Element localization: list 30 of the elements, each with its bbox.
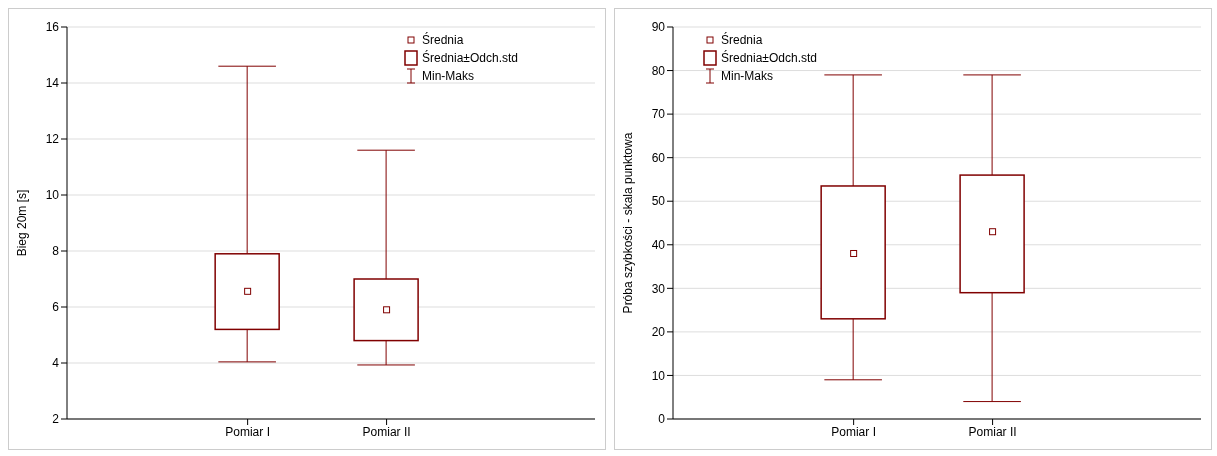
x-tick-label: Pomiar I <box>225 424 270 439</box>
y-tick-label: 50 <box>651 194 666 209</box>
y-tick-label: 30 <box>651 281 666 296</box>
y-tick-label: 0 <box>658 412 666 427</box>
y-tick-label: 60 <box>651 150 666 165</box>
y-tick-label: 80 <box>651 63 666 78</box>
x-tick-label: Pomiar I <box>831 424 876 439</box>
y-tick-label: 14 <box>45 76 60 91</box>
y-tick-label: 8 <box>52 244 60 259</box>
y-axis-title: Próba szybkości - skala punktowa <box>621 132 636 314</box>
text: Min-Maks <box>721 68 774 85</box>
y-tick-label: 2 <box>52 412 60 427</box>
annotation: Średnia±Odch.std <box>721 49 817 67</box>
y-tick-label: 90 <box>651 20 666 35</box>
y-tick-label: 40 <box>651 238 666 253</box>
x-tick-label: Pomiar II <box>968 424 1017 439</box>
y-tick-label: 4 <box>52 356 60 371</box>
y-tick-label: 16 <box>45 20 60 35</box>
y-tick-label: 10 <box>651 368 666 383</box>
text: Średnia <box>721 31 763 49</box>
annotation: Średnia±Odch.std <box>422 49 518 67</box>
y-tick-label: 12 <box>45 132 60 147</box>
y-axis-title: Bieg 20m [s] <box>15 189 30 257</box>
y-tick-label: 10 <box>45 188 60 203</box>
annotation: Średnia <box>422 31 464 49</box>
annotation: Min-Maks <box>422 68 475 85</box>
y-tick-label: 6 <box>52 300 60 315</box>
y-tick-label: 70 <box>651 107 666 122</box>
y-tick-label: 20 <box>651 325 666 340</box>
x-tick-label: Pomiar II <box>362 424 411 439</box>
